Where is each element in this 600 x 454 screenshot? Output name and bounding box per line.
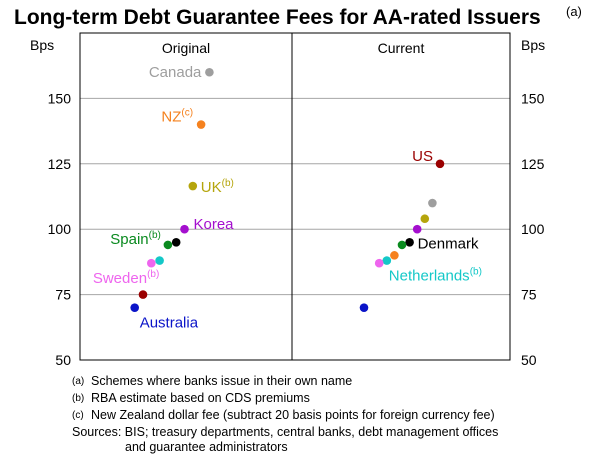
sources-line-1: Sources: BIS; treasury departments, cent… <box>72 425 498 439</box>
y-tick-label-left: 100 <box>48 221 72 237</box>
data-point-current-point-2 <box>420 214 430 224</box>
point-label-note: (b) <box>222 178 234 189</box>
data-point-denmark <box>405 237 414 247</box>
footnote-text: Schemes where banks issue in their own n… <box>91 374 352 388</box>
data-point-uk <box>188 181 198 191</box>
point-label-spain: Spain(b) <box>110 230 161 248</box>
data-point-current-point-8 <box>374 258 384 268</box>
point-label-text: Netherlands <box>389 268 470 285</box>
point-label-australia: Australia <box>140 315 199 332</box>
point-label-uk: UK(b) <box>201 178 234 196</box>
plot-frame <box>79 32 511 361</box>
y-tick-label-right: 50 <box>521 352 537 368</box>
point-label-text: UK <box>201 179 222 196</box>
data-point-netherlands <box>382 256 392 265</box>
y-tick-label-right: 125 <box>521 156 545 172</box>
point-label-text: Sweden <box>93 270 147 287</box>
point-label-denmark: Denmark <box>418 235 479 252</box>
data-point-sweden <box>147 258 156 268</box>
plot-area: 50 50 75 75 100 100 125 125 150 150 Original Canada… <box>48 32 545 368</box>
data-point-current-point-9 <box>359 303 369 312</box>
y-axis-unit-right: Bps <box>521 37 545 53</box>
chart-title: Long-term Debt Guarantee Fees for AA-rat… <box>14 6 541 29</box>
footnote-mark: (c) <box>72 410 84 421</box>
data-point-canada <box>205 67 214 77</box>
panel-title-current: Current <box>378 40 425 56</box>
data-point-current-point-3 <box>412 224 422 234</box>
data-point-spain <box>163 240 173 250</box>
point-label-korea: Korea <box>194 216 235 233</box>
point-label-note: (c) <box>181 108 193 119</box>
point-label-sweden: Sweden(b) <box>93 269 159 287</box>
point-label-text: Korea <box>194 216 235 233</box>
point-label-note: (b) <box>147 269 159 280</box>
y-tick-label-right: 100 <box>521 221 545 237</box>
data-point-original-point-4 <box>171 237 181 247</box>
point-label-text: NZ <box>161 109 181 126</box>
data-point-current-point-5 <box>397 240 407 250</box>
data-point-current-point-6 <box>390 251 399 260</box>
y-tick-label-left: 75 <box>55 287 71 303</box>
data-point-original-point-6 <box>155 256 164 265</box>
y-tick-label-right: 75 <box>521 287 537 303</box>
y-tick-label-left: 150 <box>48 90 72 106</box>
chart-title-note: (a) <box>566 4 582 19</box>
y-tick-label-right: 150 <box>521 90 545 106</box>
point-label-note: (b) <box>149 230 161 241</box>
data-point-australia <box>130 303 139 312</box>
data-point-nz <box>196 120 206 129</box>
point-label-text: Denmark <box>418 235 479 252</box>
point-label-text: Canada <box>149 64 202 81</box>
data-point-original-point-8 <box>138 290 148 299</box>
point-label-note: (b) <box>470 267 482 278</box>
point-label-text: Spain <box>110 231 148 248</box>
footnote-text: New Zealand dollar fee (subtract 20 basi… <box>91 408 495 422</box>
sources-line-2: and guarantee administrators <box>125 440 288 454</box>
y-axis-unit-left: Bps <box>30 37 54 53</box>
point-label-canada: Canada <box>149 64 202 81</box>
point-label-text: Australia <box>140 315 199 332</box>
point-label-text: US <box>412 148 433 165</box>
y-tick-label-left: 125 <box>48 156 72 172</box>
data-point-current-point-1 <box>428 198 437 208</box>
footnote-mark: (a) <box>72 376 84 387</box>
footnotes: (a) Schemes where banks issue in their ow… <box>72 374 498 454</box>
point-label-nz: NZ(c) <box>161 108 193 126</box>
panel-title-original: Original <box>162 40 210 56</box>
footnote-mark: (b) <box>72 393 84 404</box>
footnote-text: RBA estimate based on CDS premiums <box>91 391 310 405</box>
data-point-us <box>435 159 445 169</box>
data-point-korea <box>180 224 189 234</box>
point-label-netherlands: Netherlands(b) <box>389 267 482 285</box>
point-label-us: US <box>412 148 433 165</box>
y-tick-label-left: 50 <box>55 352 71 368</box>
